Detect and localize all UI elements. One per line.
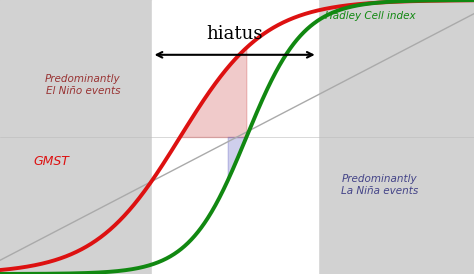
Text: hiatus: hiatus xyxy=(206,25,263,43)
Bar xyxy=(0,0,152,274)
Bar xyxy=(318,0,474,274)
Text: Predominantly
El Niño events: Predominantly El Niño events xyxy=(45,74,121,96)
Bar xyxy=(152,0,318,274)
Text: Predominantly
La Niña events: Predominantly La Niña events xyxy=(341,174,418,196)
Text: GMST: GMST xyxy=(33,155,69,168)
Text: Hadley Cell index: Hadley Cell index xyxy=(325,11,415,21)
